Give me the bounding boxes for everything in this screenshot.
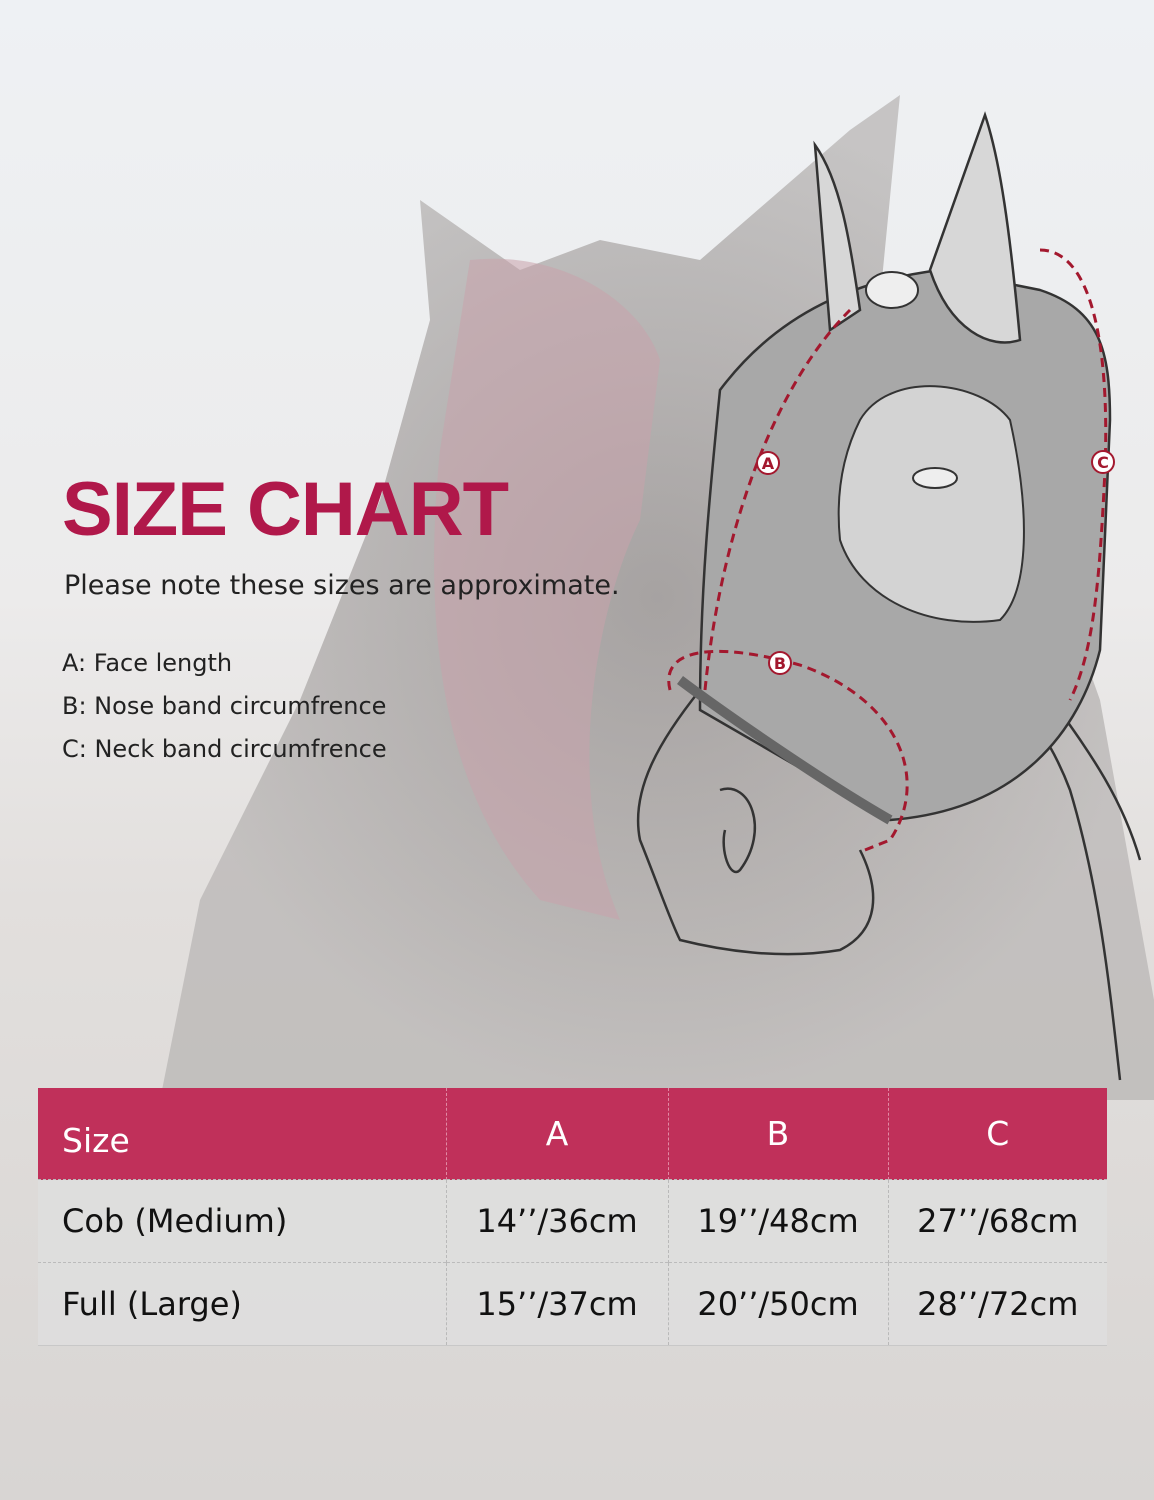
size-b: 20’’/50cm [667,1262,888,1346]
size-name: Cob (Medium) [38,1179,446,1263]
arrow-b [667,649,909,852]
size-c: 27’’/68cm [887,1179,1107,1263]
horse-mask-diagram: A B C [636,111,1142,1081]
size-a: 14’’/36cm [445,1179,668,1263]
size-b: 19’’/48cm [667,1179,888,1263]
approximate-note: Please note these sizes are approximate. [64,570,620,601]
header-b: B [667,1088,888,1180]
label-b: B [774,654,786,673]
size-table: Size A B C Cob (Medium) 14’’/36cm 19’’/4… [38,1088,1107,1346]
size-name: Full (Large) [38,1262,446,1346]
legend-item-a: A: Face length [62,649,233,677]
arrow-a [703,308,852,691]
forelock-hole [865,271,919,309]
table-header-row: Size A B C [38,1088,1107,1180]
nose-band [677,675,893,825]
legend-item-b: B: Nose band circumfrence [62,692,387,720]
ear-left-icon [813,140,862,333]
header-c: C [887,1088,1107,1180]
header-size: Size [38,1088,446,1180]
measurement-legend: A: Face length B: Nose band circumfrence… [62,642,387,771]
table-row: Full (Large) 15’’/37cm 20’’/50cm 28’’/72… [38,1262,1107,1346]
page-title: SIZE CHART [62,467,509,552]
label-c: C [1097,453,1109,472]
table-row: Cob (Medium) 14’’/36cm 19’’/48cm 27’’/68… [38,1179,1107,1263]
header-a: A [445,1088,668,1180]
legend-item-c: C: Neck band circumfrence [62,735,387,763]
eye-opening [837,385,1025,623]
ear-right-icon [928,111,1022,344]
measurement-labels: A B C [756,450,1115,675]
size-c: 28’’/72cm [887,1262,1107,1346]
label-a: A [762,454,775,473]
eye-icon [912,467,958,489]
size-a: 15’’/37cm [445,1262,668,1346]
